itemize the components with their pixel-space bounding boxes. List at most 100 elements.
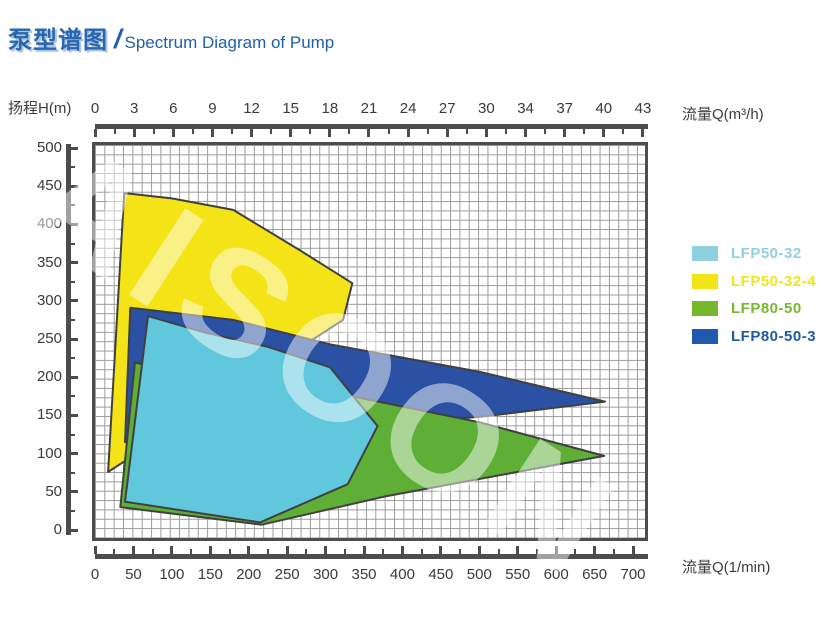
- legend-swatch: [692, 273, 718, 289]
- legend: LFP50-32 LFP50-32-4 LFP80-50 LFP80-50-3: [692, 240, 816, 350]
- top-axis-major-tick: [250, 129, 254, 137]
- top-axis-tick-label: 15: [282, 100, 300, 117]
- top-axis-major-tick: [445, 129, 449, 137]
- top-axis-tick-label: 9: [208, 100, 217, 117]
- bottom-axis-tick-label: 450: [428, 566, 454, 583]
- bottom-axis-tick-label: 700: [620, 566, 646, 583]
- left-axis-minor-tick: [71, 509, 75, 512]
- bottom-axis-major-tick: [631, 546, 635, 554]
- top-axis-major-tick: [563, 129, 567, 137]
- top-axis-tick-label: 37: [556, 100, 574, 117]
- page-title: 泵型谱图 / Spectrum Diagram of Pump: [8, 20, 334, 55]
- bottom-axis-major-tick: [285, 546, 289, 554]
- legend-swatch: [692, 301, 718, 317]
- top-axis-tick-label: 30: [478, 100, 495, 117]
- bottom-axis-minor-tick: [459, 549, 462, 554]
- left-axis-major-tick: [71, 413, 78, 417]
- top-axis-major-tick: [524, 129, 528, 137]
- top-axis-minor-tick: [544, 129, 547, 134]
- top-axis-minor-tick: [113, 129, 116, 134]
- top-axis-minor-tick: [426, 129, 429, 134]
- bottom-axis-major-tick: [362, 546, 366, 554]
- bottom-axis-title: 流量Q(1/min): [682, 559, 771, 576]
- left-axis-tick-label: 400: [36, 215, 62, 233]
- left-axis-major-tick: [71, 222, 78, 226]
- top-axis-major-tick: [289, 129, 293, 137]
- top-axis-bar: [95, 124, 648, 129]
- top-axis-tick-label: 27: [438, 100, 456, 117]
- left-axis-minor-tick: [71, 318, 75, 321]
- left-axis-minor-tick: [71, 433, 75, 436]
- bottom-axis-minor-tick: [305, 549, 308, 554]
- left-axis-tick-label: 500: [36, 139, 62, 156]
- legend-label: LFP50-32: [731, 245, 802, 263]
- legend-item: LFP50-32-4: [692, 268, 816, 296]
- left-axis-tick-label: 300: [36, 291, 62, 309]
- top-axis-major-tick: [641, 129, 645, 137]
- top-axis-minor-tick: [270, 129, 273, 134]
- left-axis-tick-label: 350: [36, 253, 62, 271]
- left-axis-tick-label: 50: [45, 482, 62, 500]
- left-axis-minor-tick: [71, 242, 75, 245]
- top-axis-tick-label: 43: [634, 100, 652, 117]
- pump-regions-canvas: [107, 192, 606, 526]
- bottom-axis-major-tick: [593, 546, 597, 554]
- left-axis-tick-label: 150: [36, 406, 62, 424]
- legend-label: LFP80-50-3: [731, 327, 817, 345]
- legend-item: LFP50-32: [692, 240, 816, 268]
- left-axis-major-tick: [71, 299, 78, 303]
- left-axis-bar: [66, 144, 71, 535]
- y-axis-title: 扬程H(m): [8, 100, 72, 117]
- left-axis-tick-label: 450: [36, 177, 62, 195]
- bottom-axis-minor-tick: [535, 549, 538, 554]
- top-axis-minor-tick: [191, 129, 194, 134]
- title-slash-divider: /: [114, 24, 122, 54]
- bottom-axis-major-tick: [439, 546, 443, 554]
- bottom-axis-tick-label: 250: [274, 566, 300, 583]
- bottom-axis-tick-label: 650: [582, 566, 608, 583]
- bottom-axis-major-tick: [516, 546, 520, 554]
- bottom-axis-minor-tick: [266, 549, 269, 554]
- page-title-english: Spectrum Diagram of Pump: [124, 33, 335, 52]
- top-axis-tick-label: 24: [399, 100, 417, 117]
- bottom-axis-minor-tick: [113, 549, 116, 554]
- left-axis-minor-tick: [71, 166, 75, 169]
- bottom-axis-tick-label: 500: [466, 566, 492, 583]
- top-axis-title: 流量Q(m³/h): [682, 106, 764, 123]
- left-axis-minor-tick: [71, 204, 75, 207]
- bottom-axis-minor-tick: [190, 549, 193, 554]
- left-axis-major-tick: [71, 452, 78, 456]
- bottom-axis-tick-label: 300: [313, 566, 339, 583]
- top-axis-major-tick: [602, 129, 606, 137]
- left-axis-major-tick: [71, 184, 78, 188]
- top-axis-minor-tick: [465, 129, 468, 134]
- legend-item: LFP80-50-3: [692, 323, 816, 351]
- legend-label: LFP50-32-4: [731, 272, 817, 290]
- top-axis-major-tick: [484, 129, 488, 137]
- bottom-axis-major-tick: [400, 546, 404, 554]
- left-axis-tick-label: 200: [36, 368, 62, 386]
- bottom-axis-minor-tick: [420, 549, 423, 554]
- legend-swatch: [692, 246, 718, 262]
- left-axis-minor-tick: [71, 471, 75, 474]
- bottom-axis-major-tick: [131, 546, 135, 554]
- left-axis-tick-label: 100: [36, 444, 62, 462]
- top-axis-major-tick: [328, 129, 332, 137]
- top-axis-minor-tick: [309, 129, 312, 134]
- left-axis-major-tick: [71, 528, 78, 532]
- bottom-axis-tick-label: 150: [197, 566, 223, 583]
- top-axis-major-tick: [367, 129, 371, 137]
- top-axis-tick-label: 21: [360, 100, 378, 117]
- page-title-chinese: 泵型谱图: [8, 27, 108, 54]
- left-axis-minor-tick: [71, 395, 75, 398]
- bottom-axis-minor-tick: [343, 549, 346, 554]
- bottom-axis-tick-label: 550: [505, 566, 531, 583]
- bottom-axis-minor-tick: [497, 549, 500, 554]
- bottom-axis-tick-label: 100: [159, 566, 185, 583]
- top-axis-tick-label: 0: [90, 100, 100, 117]
- left-axis-major-tick: [71, 146, 78, 150]
- top-axis-major-tick: [132, 129, 136, 137]
- legend-item: LFP80-50: [692, 295, 816, 323]
- top-axis-tick-label: 3: [129, 100, 139, 117]
